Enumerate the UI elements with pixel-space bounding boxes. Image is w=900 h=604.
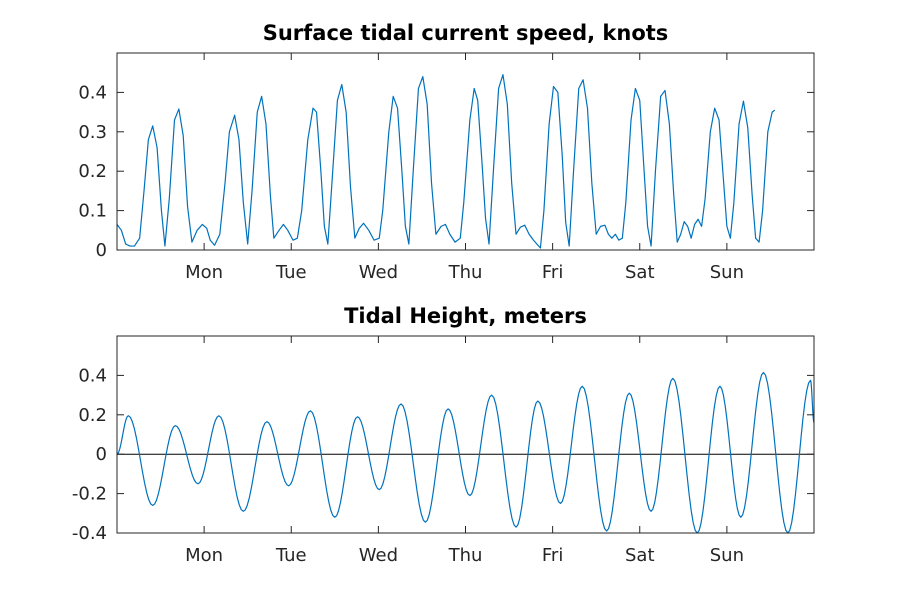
y-tick-label: 0.4 — [78, 82, 107, 103]
x-tick-label: Tue — [275, 545, 307, 566]
axes-box — [116, 335, 815, 534]
x-tick-label: Mon — [185, 262, 223, 283]
chart-height: Tidal Height, meters -0.4 -0.2 0 0.2 0.4 Mon Tu… — [72, 304, 815, 566]
x-tick-label: Sun — [710, 545, 744, 566]
chart-title: Surface tidal current speed, knots — [263, 21, 669, 45]
series-line — [117, 371, 814, 533]
y-tick-label: -0.2 — [72, 484, 107, 505]
chart-title: Tidal Height, meters — [344, 304, 587, 328]
x-tick-label: Sun — [710, 262, 744, 283]
y-tick-label: 0.1 — [78, 201, 107, 222]
y-tick-label: 0.4 — [78, 365, 107, 386]
x-tick-label: Tue — [275, 262, 307, 283]
x-tick-label: Wed — [359, 262, 398, 283]
x-tick-label: Thu — [448, 545, 483, 566]
y-tick-label: -0.4 — [72, 523, 107, 544]
x-tick-label: Fri — [542, 262, 563, 283]
y-tick-label: 0.2 — [78, 405, 107, 426]
x-tick-label: Fri — [542, 545, 563, 566]
x-tick-label: Wed — [359, 545, 398, 566]
y-tick-label: 0 — [96, 240, 107, 261]
y-tick-label: 0.3 — [78, 122, 107, 143]
chart-current: Surface tidal current speed, knots 0 0.1 0.… — [78, 21, 815, 283]
x-tick-label: Sat — [625, 545, 655, 566]
series-line — [117, 74, 776, 249]
y-tick-label: 0 — [96, 444, 107, 465]
x-tick-label: Mon — [185, 545, 223, 566]
x-tick-label: Sat — [625, 262, 655, 283]
x-tick-label: Thu — [448, 262, 483, 283]
y-tick-label: 0.2 — [78, 161, 107, 182]
